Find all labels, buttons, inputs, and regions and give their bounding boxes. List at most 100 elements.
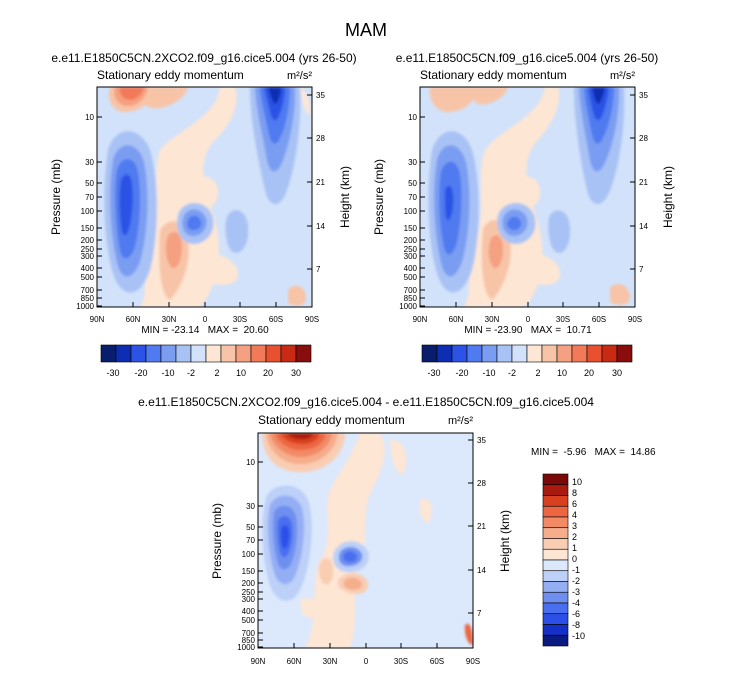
svg-text:200: 200 <box>404 236 418 245</box>
y-tick-400: 400 <box>404 264 425 273</box>
x-tick-90s: 90S <box>628 302 642 324</box>
y-axis-label-right: Height (km) <box>661 166 675 228</box>
svg-text:14: 14 <box>639 222 648 231</box>
colorbar-vertical: 10 8 6 4 3 2 1 0 -1 -2 -3 -4 -6 -8 -10 <box>542 473 585 647</box>
h-tick-7: 7 <box>468 609 482 618</box>
cbar-label: 8 <box>572 488 577 498</box>
svg-text:250: 250 <box>242 588 256 597</box>
panel-title: e.e11.E1850C5CN.f09_g16.cice5.004 (yrs 2… <box>396 51 659 65</box>
y-tick-1000: 1000 <box>399 302 425 311</box>
colorbar-box <box>145 344 162 363</box>
min-max-stats: MIN = -5.96 MAX = 14.86 <box>531 447 656 458</box>
cbar-label: -10 <box>572 631 585 641</box>
y-axis-label-right: Height (km) <box>338 166 352 228</box>
y-tick-700: 700 <box>404 286 425 295</box>
y-tick-10: 10 <box>85 113 102 122</box>
y-tick-300: 300 <box>242 595 263 604</box>
svg-text:500: 500 <box>81 273 95 282</box>
cbar-label: 2 <box>572 532 577 542</box>
cbar-label: -20 <box>455 368 468 378</box>
colorbar-box <box>511 344 528 363</box>
svg-text:30N: 30N <box>485 315 500 324</box>
colorbar-box <box>571 344 588 363</box>
panel-control: e.e11.E1850C5CN.f09_g16.cice5.004 (yrs 2… <box>372 51 675 378</box>
h-tick-14: 14 <box>630 222 648 231</box>
cbar-label: 0 <box>572 554 577 564</box>
y-tick-150: 150 <box>242 567 263 576</box>
y-axis-right: 35 28 21 14 7 <box>307 91 325 274</box>
svg-text:30S: 30S <box>394 657 408 666</box>
h-tick-7: 7 <box>630 265 644 274</box>
colorbar-box <box>265 344 282 363</box>
x-axis: 90N 60N 30N 0 30S 60S 90S <box>90 302 319 324</box>
cbar-label: 20 <box>584 368 594 378</box>
x-tick-60n: 60N <box>449 302 464 324</box>
svg-text:300: 300 <box>81 252 95 261</box>
y-tick-500: 500 <box>242 616 263 625</box>
colorbar-box <box>205 344 222 363</box>
y-tick-250: 250 <box>404 245 425 254</box>
y-tick-1000: 1000 <box>76 302 102 311</box>
h-tick-14: 14 <box>468 566 486 575</box>
colorbar-box <box>542 495 569 507</box>
x-tick-90n: 90N <box>413 302 428 324</box>
svg-text:1000: 1000 <box>76 302 94 311</box>
colorbar-box <box>586 344 603 363</box>
x-tick-30s: 30S <box>394 643 408 666</box>
svg-text:100: 100 <box>81 207 95 216</box>
x-tick-30s: 30S <box>556 302 570 324</box>
y-axis-left: 10 30 50 70 100 150 200 250 300 400 500 … <box>76 113 102 311</box>
x-tick-30n: 30N <box>323 643 338 666</box>
svg-text:10: 10 <box>85 113 94 122</box>
svg-text:90S: 90S <box>466 657 480 666</box>
svg-text:70: 70 <box>408 193 417 202</box>
contour-field <box>97 87 312 307</box>
y-tick-70: 70 <box>246 536 263 545</box>
colorbar-box <box>542 613 569 625</box>
y-axis-label: Pressure (mb) <box>210 503 224 579</box>
x-axis: 90N 60N 30N 0 30S 60S 90S <box>251 643 480 666</box>
svg-text:850: 850 <box>242 636 256 645</box>
svg-text:0: 0 <box>526 315 531 324</box>
svg-text:90N: 90N <box>413 315 428 324</box>
svg-text:700: 700 <box>242 629 256 638</box>
units-label: m²/s² <box>448 415 473 427</box>
colorbar-box <box>542 548 569 561</box>
y-tick-300: 300 <box>404 252 425 261</box>
colorbar-box <box>280 344 297 363</box>
colorbar-box <box>496 344 513 363</box>
x-tick-30n: 30N <box>485 302 500 324</box>
h-tick-21: 21 <box>307 178 325 187</box>
y-tick-200: 200 <box>404 236 425 245</box>
y-tick-250: 250 <box>242 588 263 597</box>
svg-text:100: 100 <box>242 550 256 559</box>
x-tick-60s: 60S <box>592 302 606 324</box>
y-tick-30: 30 <box>408 158 425 167</box>
cbar-label: 30 <box>612 368 622 378</box>
svg-text:50: 50 <box>85 179 94 188</box>
svg-text:60S: 60S <box>269 315 283 324</box>
colorbar-box <box>542 505 569 518</box>
colorbar-box <box>542 602 569 615</box>
panel-title: e.e11.E1850C5CN.2XCO2.f09_g16.cice5.004 … <box>138 395 594 409</box>
svg-text:60S: 60S <box>592 315 606 324</box>
colorbar-box <box>542 516 569 529</box>
panel-2xco2: e.e11.E1850C5CN.2XCO2.f09_g16.cice5.004 … <box>49 51 357 378</box>
x-tick-90s: 90S <box>466 643 480 666</box>
min-max-stats: MIN = -23.14 MAX = 20.60 <box>141 325 269 336</box>
y-tick-10: 10 <box>408 113 425 122</box>
colorbar-box <box>115 344 132 363</box>
cbar-label: -10 <box>161 368 174 378</box>
y-tick-500: 500 <box>81 273 102 282</box>
colorbar-box <box>541 344 558 363</box>
y-axis-label: Pressure (mb) <box>49 159 63 235</box>
svg-text:850: 850 <box>404 294 418 303</box>
svg-text:30: 30 <box>246 502 255 511</box>
svg-text:400: 400 <box>242 607 256 616</box>
panel-difference: e.e11.E1850C5CN.2XCO2.f09_g16.cice5.004 … <box>138 395 656 666</box>
colorbar-box <box>542 538 569 550</box>
svg-text:700: 700 <box>404 286 418 295</box>
svg-text:7: 7 <box>316 265 321 274</box>
svg-text:150: 150 <box>242 567 256 576</box>
